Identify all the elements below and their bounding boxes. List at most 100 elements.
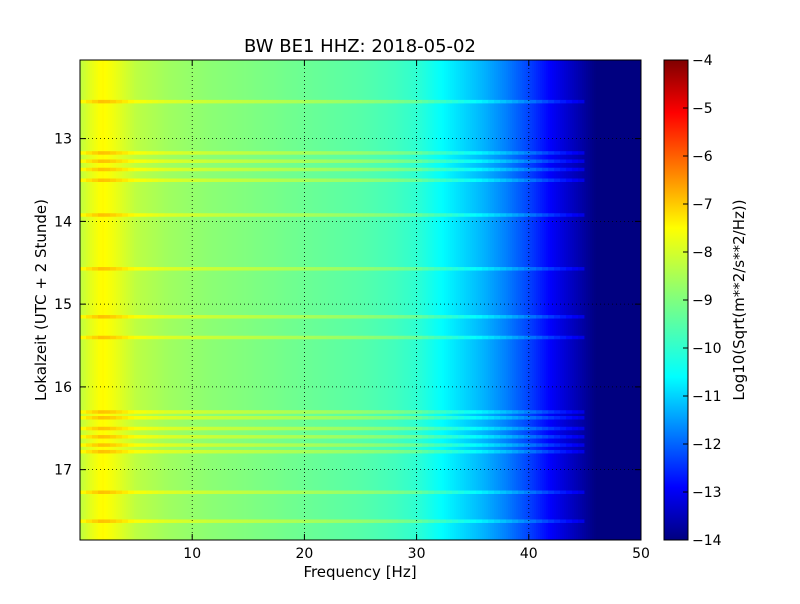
noise-band-segment bbox=[350, 519, 357, 523]
spectrogram-column bbox=[164, 60, 167, 540]
noise-band-segment bbox=[404, 519, 411, 523]
noise-band-segment bbox=[488, 213, 495, 217]
noise-band-segment bbox=[332, 435, 339, 439]
noise-band-segment bbox=[134, 159, 141, 163]
noise-band-segment bbox=[416, 159, 423, 163]
noise-band-segment bbox=[134, 178, 141, 182]
colorbar-tick-label: −9 bbox=[692, 293, 713, 309]
noise-band-segment bbox=[428, 99, 435, 104]
noise-band-segment bbox=[350, 213, 357, 217]
noise-band-segment bbox=[578, 335, 585, 340]
noise-band-segment bbox=[350, 315, 357, 319]
noise-band-segment bbox=[386, 99, 393, 104]
spectrogram-column bbox=[610, 60, 613, 540]
noise-band-segment bbox=[452, 435, 459, 439]
noise-band-segment bbox=[308, 335, 315, 340]
noise-band-segment bbox=[116, 519, 123, 523]
spectrogram-column bbox=[584, 60, 587, 540]
noise-band-segment bbox=[542, 315, 549, 319]
noise-band-segment bbox=[530, 435, 537, 439]
noise-band-segment bbox=[374, 443, 381, 447]
noise-band-segment bbox=[98, 519, 105, 523]
noise-band-segment bbox=[182, 99, 189, 104]
noise-band-segment bbox=[176, 490, 183, 494]
noise-band-segment bbox=[272, 435, 279, 439]
noise-band-segment bbox=[92, 151, 99, 155]
spectrogram-column bbox=[218, 60, 221, 540]
noise-band-segment bbox=[158, 159, 165, 163]
spectrogram-column bbox=[166, 60, 169, 540]
noise-band-segment bbox=[176, 213, 183, 217]
noise-band-segment bbox=[482, 410, 489, 414]
noise-band-segment bbox=[518, 449, 525, 454]
noise-band-segment bbox=[410, 167, 417, 172]
noise-band-segment bbox=[332, 335, 339, 340]
noise-band-segment bbox=[194, 519, 201, 523]
noise-band-segment bbox=[254, 449, 261, 454]
noise-band-segment bbox=[290, 416, 297, 420]
noise-band-segment bbox=[152, 99, 159, 104]
noise-band-segment bbox=[410, 435, 417, 439]
noise-band-segment bbox=[530, 426, 537, 431]
noise-band-segment bbox=[254, 167, 261, 172]
spectrogram-column bbox=[280, 60, 283, 540]
spectrogram-column bbox=[514, 60, 517, 540]
spectrogram-column bbox=[248, 60, 251, 540]
noise-band-segment bbox=[572, 213, 579, 217]
noise-band-segment bbox=[398, 449, 405, 454]
x-axis-ticks: 10 20 30 40 50 bbox=[183, 60, 650, 562]
noise-band-segment bbox=[422, 315, 429, 319]
noise-band-segment bbox=[488, 519, 495, 523]
noise-band-segment bbox=[170, 167, 177, 172]
noise-band-segment bbox=[314, 178, 321, 182]
noise-band-segment bbox=[482, 335, 489, 340]
noise-band-segment bbox=[236, 159, 243, 163]
spectrogram-column bbox=[192, 60, 195, 540]
noise-band-segment bbox=[110, 99, 117, 104]
noise-band-segment bbox=[458, 443, 465, 447]
noise-band-segment bbox=[464, 449, 471, 454]
noise-band-segment bbox=[458, 416, 465, 420]
noise-band-segment bbox=[296, 213, 303, 217]
noise-band-segment bbox=[506, 490, 513, 494]
noise-band-segment bbox=[272, 335, 279, 340]
noise-band-segment bbox=[374, 435, 381, 439]
noise-band-segment bbox=[200, 426, 207, 431]
noise-band-segment bbox=[104, 416, 111, 420]
noise-band-segment bbox=[572, 151, 579, 155]
spectrogram-column bbox=[578, 60, 581, 540]
spectrogram-column bbox=[352, 60, 355, 540]
noise-band-segment bbox=[302, 178, 309, 182]
spectrogram-column bbox=[580, 60, 583, 540]
noise-band-segment bbox=[398, 151, 405, 155]
noise-band-segment bbox=[170, 519, 177, 523]
noise-band-segment bbox=[110, 315, 117, 319]
noise-band-segment bbox=[164, 315, 171, 319]
noise-band-segment bbox=[494, 335, 501, 340]
noise-band-segment bbox=[566, 315, 573, 319]
noise-band-segment bbox=[542, 449, 549, 454]
noise-band-segment bbox=[476, 159, 483, 163]
spectrogram-column bbox=[444, 60, 447, 540]
noise-band-segment bbox=[158, 315, 165, 319]
noise-band-segment bbox=[338, 213, 345, 217]
noise-band-segment bbox=[320, 416, 327, 420]
noise-band-segment bbox=[314, 151, 321, 155]
noise-band-segment bbox=[254, 213, 261, 217]
noise-band-segment bbox=[422, 490, 429, 494]
noise-band-segment bbox=[464, 151, 471, 155]
noise-band-segment bbox=[422, 435, 429, 439]
noise-band-segment bbox=[98, 151, 105, 155]
noise-band-segment bbox=[140, 416, 147, 420]
spectrogram-column bbox=[258, 60, 261, 540]
noise-band-segment bbox=[362, 315, 369, 319]
noise-band-segment bbox=[434, 449, 441, 454]
noise-band-segment bbox=[350, 335, 357, 340]
noise-band-segment bbox=[524, 449, 531, 454]
noise-band-segment bbox=[338, 416, 345, 420]
noise-band-segment bbox=[344, 449, 351, 454]
noise-band-segment bbox=[92, 315, 99, 319]
noise-band-segment bbox=[578, 410, 585, 414]
noise-band-segment bbox=[266, 159, 273, 163]
noise-band-segment bbox=[164, 213, 171, 217]
